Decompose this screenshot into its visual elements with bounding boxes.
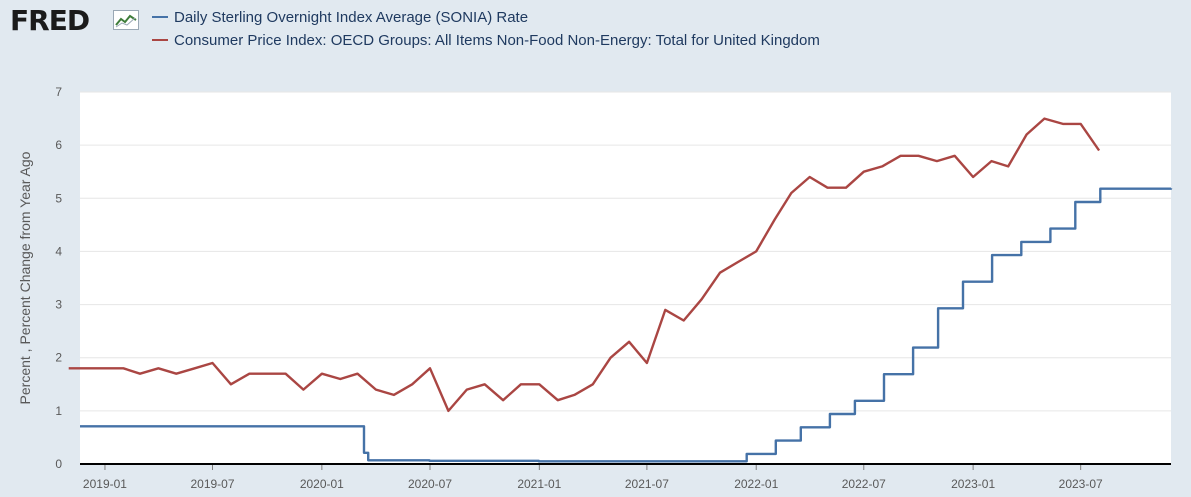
x-tick-label: 2021-07 <box>625 477 669 491</box>
x-tick-label: 2019-01 <box>83 477 127 491</box>
x-tick-label: 2021-01 <box>517 477 561 491</box>
x-tick-label: 2020-01 <box>300 477 344 491</box>
legend-swatch-sonia <box>152 16 168 19</box>
fred-logo[interactable]: FRED <box>10 4 90 37</box>
y-axis-ticks: 0 1 2 3 4 5 6 7 <box>55 85 62 471</box>
x-axis-ticks: 2019-01 2019-07 2020-01 2020-07 2021-01 2021-… <box>83 464 1103 491</box>
y-tick-label: 6 <box>55 138 62 152</box>
legend-label-cpi: Consumer Price Index: OECD Groups: All I… <box>174 32 820 49</box>
legend-swatch-cpi <box>152 39 168 42</box>
x-tick-label: 2020-07 <box>408 477 452 491</box>
plot-area <box>80 92 1171 464</box>
x-tick-label: 2022-07 <box>842 477 886 491</box>
x-tick-label: 2019-07 <box>190 477 234 491</box>
y-tick-label: 1 <box>55 404 62 418</box>
legend-item-cpi[interactable]: Consumer Price Index: OECD Groups: All I… <box>152 32 820 49</box>
y-tick-label: 5 <box>55 191 62 205</box>
sonia-line <box>80 187 1173 463</box>
chart: 0 1 2 3 4 5 6 7 2019-01 2019-07 2020-01 2020-07 202… <box>17 85 1173 491</box>
x-tick-label: 2023-01 <box>951 477 995 491</box>
y-axis-title: Percent , Percent Change from Year Ago <box>17 151 33 404</box>
y-tick-label: 7 <box>55 85 62 99</box>
legend-label-sonia: Daily Sterling Overnight Index Average (… <box>174 9 529 26</box>
legend-item-sonia[interactable]: Daily Sterling Overnight Index Average (… <box>152 9 528 26</box>
series-layer <box>68 117 1173 463</box>
x-tick-label: 2022-01 <box>734 477 778 491</box>
cpi-line <box>68 117 1101 413</box>
y-tick-label: 2 <box>55 351 62 365</box>
header: FRED Daily Sterling Overnight Index Aver… <box>0 0 1191 60</box>
y-tick-label: 3 <box>55 298 62 312</box>
y-tick-label: 4 <box>55 244 62 258</box>
y-tick-label: 0 <box>55 457 62 471</box>
x-tick-label: 2023-07 <box>1059 477 1103 491</box>
trend-line-icon <box>113 10 139 30</box>
